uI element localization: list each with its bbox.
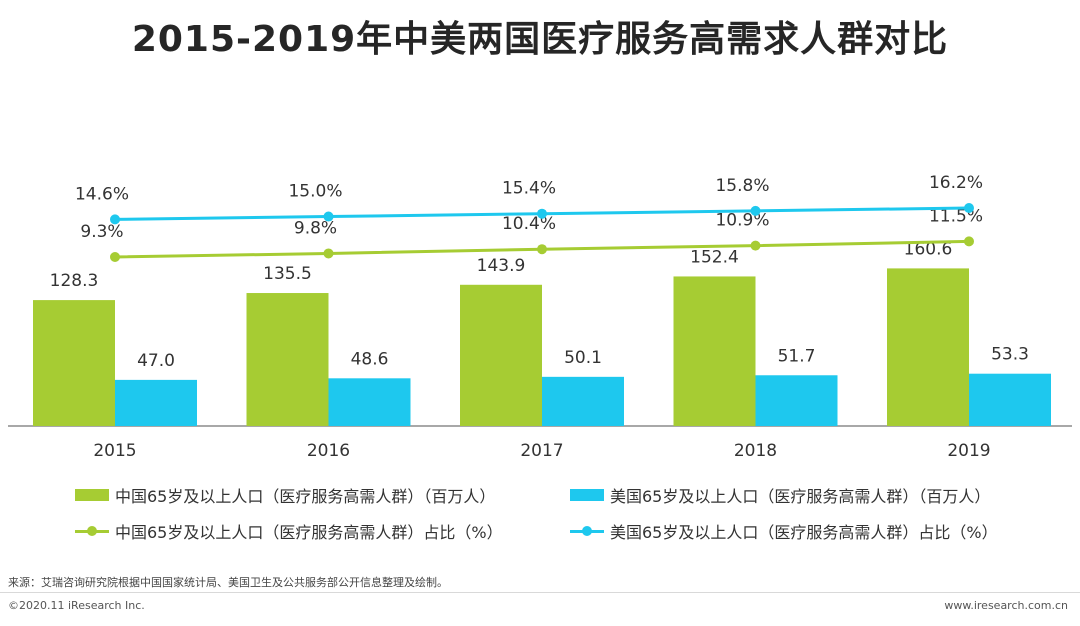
- point-label-us-2015: 14.6%: [75, 184, 129, 204]
- point-us-2018: [750, 205, 761, 216]
- bar-label-cn-2016: 135.5: [263, 264, 312, 284]
- bar-cn-2019: [887, 268, 969, 426]
- legend-item-cn-bar: 中国65岁及以上人口（医疗服务高需人群）（百万人）: [75, 484, 570, 506]
- point-label-cn-2017: 10.4%: [502, 214, 556, 234]
- legend-swatch-cn-line: [75, 525, 109, 537]
- point-label-us-2017: 15.4%: [502, 179, 556, 199]
- point-us-2015: [110, 214, 120, 225]
- x-tick-label-2018: 2018: [734, 441, 777, 461]
- x-tick-label-2015: 2015: [93, 441, 136, 461]
- point-cn-2016: [323, 248, 334, 259]
- bar-label-us-2017: 50.1: [564, 348, 602, 368]
- bar-cn-2016: [246, 293, 329, 426]
- point-label-us-2016: 15.0%: [288, 182, 342, 202]
- bar-label-us-2019: 53.3: [991, 345, 1029, 365]
- point-us-2019: [964, 203, 974, 214]
- legend-label-us-line: 美国65岁及以上人口（医疗服务高需人群）占比（%）: [610, 523, 998, 542]
- bar-cn-2018: [673, 276, 756, 426]
- chart-title: 2015-2019年中美两国医疗服务高需求人群对比: [131, 19, 949, 60]
- footer-divider: [0, 592, 1080, 593]
- legend-item-us-line: 美国65岁及以上人口（医疗服务高需人群）占比（%）: [570, 520, 1050, 542]
- chart-legend: 中国65岁及以上人口（医疗服务高需人群）（百万人） 美国65岁及以上人口（医疗服…: [75, 484, 1055, 542]
- point-cn-2019: [964, 236, 974, 247]
- point-label-cn-2016: 9.8%: [294, 218, 337, 238]
- point-cn-2015: [110, 252, 120, 262]
- x-tick-label-2019: 2019: [947, 441, 990, 461]
- website-link[interactable]: www.iresearch.com.cn: [944, 599, 1068, 612]
- bar-us-2016: [328, 378, 411, 426]
- point-cn-2018: [750, 240, 761, 251]
- legend-swatch-us-line: [570, 525, 604, 537]
- point-us-2017: [537, 208, 547, 219]
- point-label-cn-2015: 9.3%: [80, 222, 123, 242]
- point-us-2016: [323, 211, 334, 222]
- bar-cn-2015: [33, 300, 115, 426]
- chart: 128.3 47.0 2015 135.5 48.6 2016 143.9 50.1 2017 1…: [8, 173, 1072, 461]
- bar-label-cn-2019: 160.6: [904, 239, 953, 259]
- point-label-cn-2018: 10.9%: [715, 211, 769, 231]
- bar-label-us-2016: 48.6: [351, 349, 389, 369]
- legend-label-us-bar: 美国65岁及以上人口（医疗服务高需人群）（百万人）: [610, 487, 991, 506]
- bar-us-2018: [755, 375, 838, 426]
- x-tick-label-2016: 2016: [307, 441, 350, 461]
- bar-label-us-2015: 47.0: [137, 351, 175, 371]
- legend-swatch-us-bar: [570, 489, 604, 501]
- copyright: ©2020.11 iResearch Inc.: [8, 599, 145, 612]
- legend-item-cn-line: 中国65岁及以上人口（医疗服务高需人群）占比（%）: [75, 520, 570, 542]
- point-label-us-2019: 16.2%: [929, 173, 983, 193]
- point-cn-2017: [537, 244, 547, 255]
- source-note: 来源：艾瑞咨询研究院根据中国国家统计局、美国卫生及公共服务部公开信息整理及绘制。: [8, 576, 448, 589]
- legend-label-cn-line: 中国65岁及以上人口（医疗服务高需人群）占比（%）: [115, 523, 503, 542]
- x-tick-label-2017: 2017: [520, 441, 563, 461]
- bar-us-2019: [969, 373, 1051, 426]
- bar-cn-2017: [460, 284, 542, 426]
- bar-label-cn-2017: 143.9: [477, 256, 526, 276]
- bar-label-cn-2018: 152.4: [690, 247, 739, 267]
- legend-swatch-cn-bar: [75, 489, 109, 501]
- bar-label-cn-2015: 128.3: [50, 271, 99, 291]
- point-label-us-2018: 15.8%: [715, 176, 769, 196]
- bar-us-2015: [115, 379, 197, 426]
- legend-item-us-bar: 美国65岁及以上人口（医疗服务高需人群）（百万人）: [570, 484, 1050, 506]
- bar-label-us-2018: 51.7: [778, 346, 816, 366]
- bar-us-2017: [542, 376, 624, 426]
- legend-label-cn-bar: 中国65岁及以上人口（医疗服务高需人群）（百万人）: [115, 487, 496, 506]
